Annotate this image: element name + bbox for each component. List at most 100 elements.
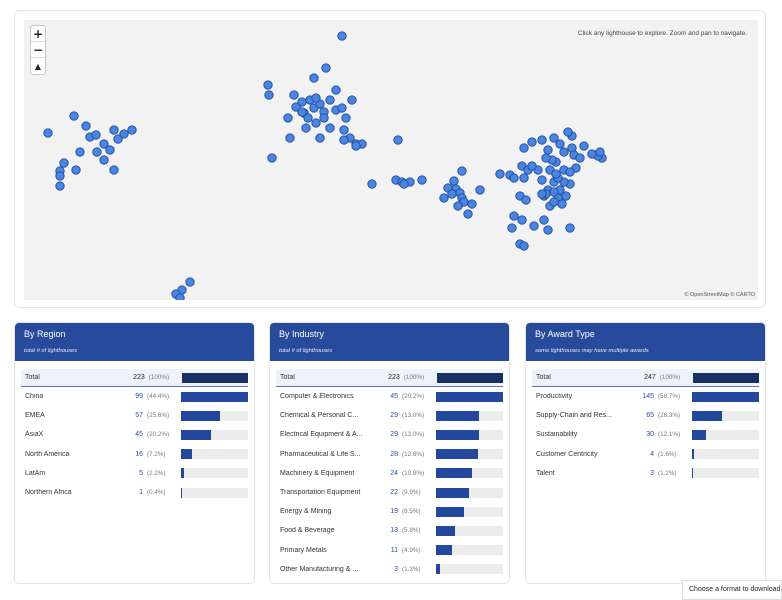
lighthouse-marker[interactable]: [495, 169, 505, 179]
lighthouse-marker[interactable]: [185, 277, 195, 287]
lighthouse-marker[interactable]: [509, 211, 519, 221]
award-row[interactable]: Productivity 145 (58.7%): [526, 387, 765, 406]
lighthouse-marker[interactable]: [517, 215, 527, 225]
lighthouse-marker[interactable]: [595, 147, 605, 157]
lighthouse-marker[interactable]: [475, 185, 485, 195]
reset-north-button[interactable]: ▲: [34, 61, 42, 71]
lighthouse-marker[interactable]: [113, 134, 123, 144]
lighthouse-marker[interactable]: [321, 63, 331, 73]
lighthouse-marker[interactable]: [263, 80, 273, 90]
lighthouse-marker[interactable]: [127, 125, 137, 135]
industry-row[interactable]: Energy & Mining 19 (8.5%): [270, 502, 509, 521]
lighthouse-marker[interactable]: [311, 93, 321, 103]
lighthouse-marker[interactable]: [539, 215, 549, 225]
lighthouse-marker[interactable]: [109, 125, 119, 135]
lighthouse-marker[interactable]: [521, 195, 531, 205]
lighthouse-marker[interactable]: [439, 193, 449, 203]
region-row[interactable]: EMEA 57 (25.6%): [15, 406, 254, 425]
industry-row[interactable]: Other Manufacturing & ... 3 (1.3%): [270, 560, 509, 579]
lighthouse-marker[interactable]: [291, 102, 301, 112]
lighthouse-marker[interactable]: [537, 189, 547, 199]
lighthouse-marker[interactable]: [264, 90, 274, 100]
lighthouse-marker[interactable]: [519, 241, 529, 251]
region-row[interactable]: AsiaX 45 (20.2%): [15, 425, 254, 444]
lighthouse-marker[interactable]: [561, 191, 571, 201]
lighthouse-marker[interactable]: [337, 103, 347, 113]
industry-row[interactable]: Transportation Equipment 22 (9.9%): [270, 483, 509, 502]
lighthouse-marker[interactable]: [59, 158, 69, 168]
lighthouse-marker[interactable]: [297, 107, 307, 117]
lighthouse-map[interactable]: + − ▲ Click any lighthouse to explore. Z…: [24, 20, 758, 300]
lighthouse-marker[interactable]: [507, 223, 517, 233]
lighthouse-marker[interactable]: [457, 166, 467, 176]
lighthouse-marker[interactable]: [325, 123, 335, 133]
region-row[interactable]: China 99 (44.4%): [15, 387, 254, 406]
lighthouse-marker[interactable]: [519, 173, 529, 183]
lighthouse-marker[interactable]: [99, 139, 109, 149]
lighthouse-marker[interactable]: [109, 165, 119, 175]
industry-row[interactable]: Chemical & Personal C... 29 (13.0%): [270, 406, 509, 425]
industry-row[interactable]: Food & Beverage 13 (5.8%): [270, 521, 509, 540]
lighthouse-marker[interactable]: [463, 209, 473, 219]
lighthouse-marker[interactable]: [509, 173, 519, 183]
lighthouse-marker[interactable]: [311, 118, 321, 128]
lighthouse-marker[interactable]: [339, 125, 349, 135]
lighthouse-marker[interactable]: [69, 111, 79, 121]
lighthouse-marker[interactable]: [393, 135, 403, 145]
lighthouse-marker[interactable]: [92, 147, 102, 157]
lighthouse-marker[interactable]: [105, 145, 115, 155]
lighthouse-marker[interactable]: [549, 133, 559, 143]
lighthouse-marker[interactable]: [447, 189, 457, 199]
lighthouse-marker[interactable]: [453, 201, 463, 211]
zoom-out-button[interactable]: −: [31, 42, 45, 58]
lighthouse-marker[interactable]: [565, 167, 575, 177]
lighthouse-marker[interactable]: [55, 171, 65, 181]
lighthouse-marker[interactable]: [565, 223, 575, 233]
region-row[interactable]: North America 16 (7.2%): [15, 445, 254, 464]
lighthouse-marker[interactable]: [91, 130, 101, 140]
industry-row[interactable]: Primary Metals 11 (4.9%): [270, 541, 509, 560]
lighthouse-marker[interactable]: [341, 113, 351, 123]
lighthouse-marker[interactable]: [537, 135, 547, 145]
lighthouse-marker[interactable]: [285, 133, 295, 143]
lighthouse-marker[interactable]: [555, 139, 565, 149]
lighthouse-marker[interactable]: [319, 113, 329, 123]
region-total-row[interactable]: Total 223 (100%): [21, 369, 248, 387]
award-row[interactable]: Supply-Chain and Res... 65 (26.3%): [526, 406, 765, 425]
map-attribution[interactable]: © OpenStreetMap © CARTO: [684, 292, 755, 298]
lighthouse-marker[interactable]: [549, 187, 559, 197]
lighthouse-marker[interactable]: [551, 169, 561, 179]
lighthouse-marker[interactable]: [315, 133, 325, 143]
lighthouse-marker[interactable]: [587, 149, 597, 159]
lighthouse-marker[interactable]: [331, 85, 341, 95]
lighthouse-marker[interactable]: [399, 179, 409, 189]
lighthouse-marker[interactable]: [325, 95, 335, 105]
lighthouse-marker[interactable]: [75, 147, 85, 157]
award-total-row[interactable]: Total 247 (100%): [532, 369, 759, 387]
industry-row[interactable]: Pharmaceutical & Life S... 28 (12.6%): [270, 445, 509, 464]
lighthouse-marker[interactable]: [563, 127, 573, 137]
industry-row[interactable]: Computer & Electronics 45 (20.2%): [270, 387, 509, 406]
lighthouse-marker[interactable]: [339, 135, 349, 145]
award-row[interactable]: Talent 3 (1.2%): [526, 464, 765, 483]
industry-row[interactable]: Machinery & Equipment 24 (10.8%): [270, 464, 509, 483]
lighthouse-marker[interactable]: [527, 161, 537, 171]
lighthouse-marker[interactable]: [541, 153, 551, 163]
lighthouse-marker[interactable]: [309, 73, 319, 83]
map-markers[interactable]: [24, 20, 758, 300]
lighthouse-marker[interactable]: [557, 199, 567, 209]
lighthouse-marker[interactable]: [119, 129, 129, 139]
industry-total-row[interactable]: Total 223 (100%): [276, 369, 503, 387]
lighthouse-marker[interactable]: [337, 31, 347, 41]
lighthouse-marker[interactable]: [579, 141, 589, 151]
lighthouse-marker[interactable]: [81, 121, 91, 131]
lighthouse-marker[interactable]: [549, 197, 559, 207]
lighthouse-marker[interactable]: [301, 123, 311, 133]
lighthouse-marker[interactable]: [449, 176, 459, 186]
industry-row[interactable]: Electrical Equipment & A... 29 (13.0%): [270, 425, 509, 444]
region-row[interactable]: LatAm 5 (2.2%): [15, 464, 254, 483]
lighthouse-marker[interactable]: [527, 137, 537, 147]
lighthouse-marker[interactable]: [55, 181, 65, 191]
lighthouse-marker[interactable]: [417, 175, 427, 185]
lighthouse-marker[interactable]: [289, 90, 299, 100]
